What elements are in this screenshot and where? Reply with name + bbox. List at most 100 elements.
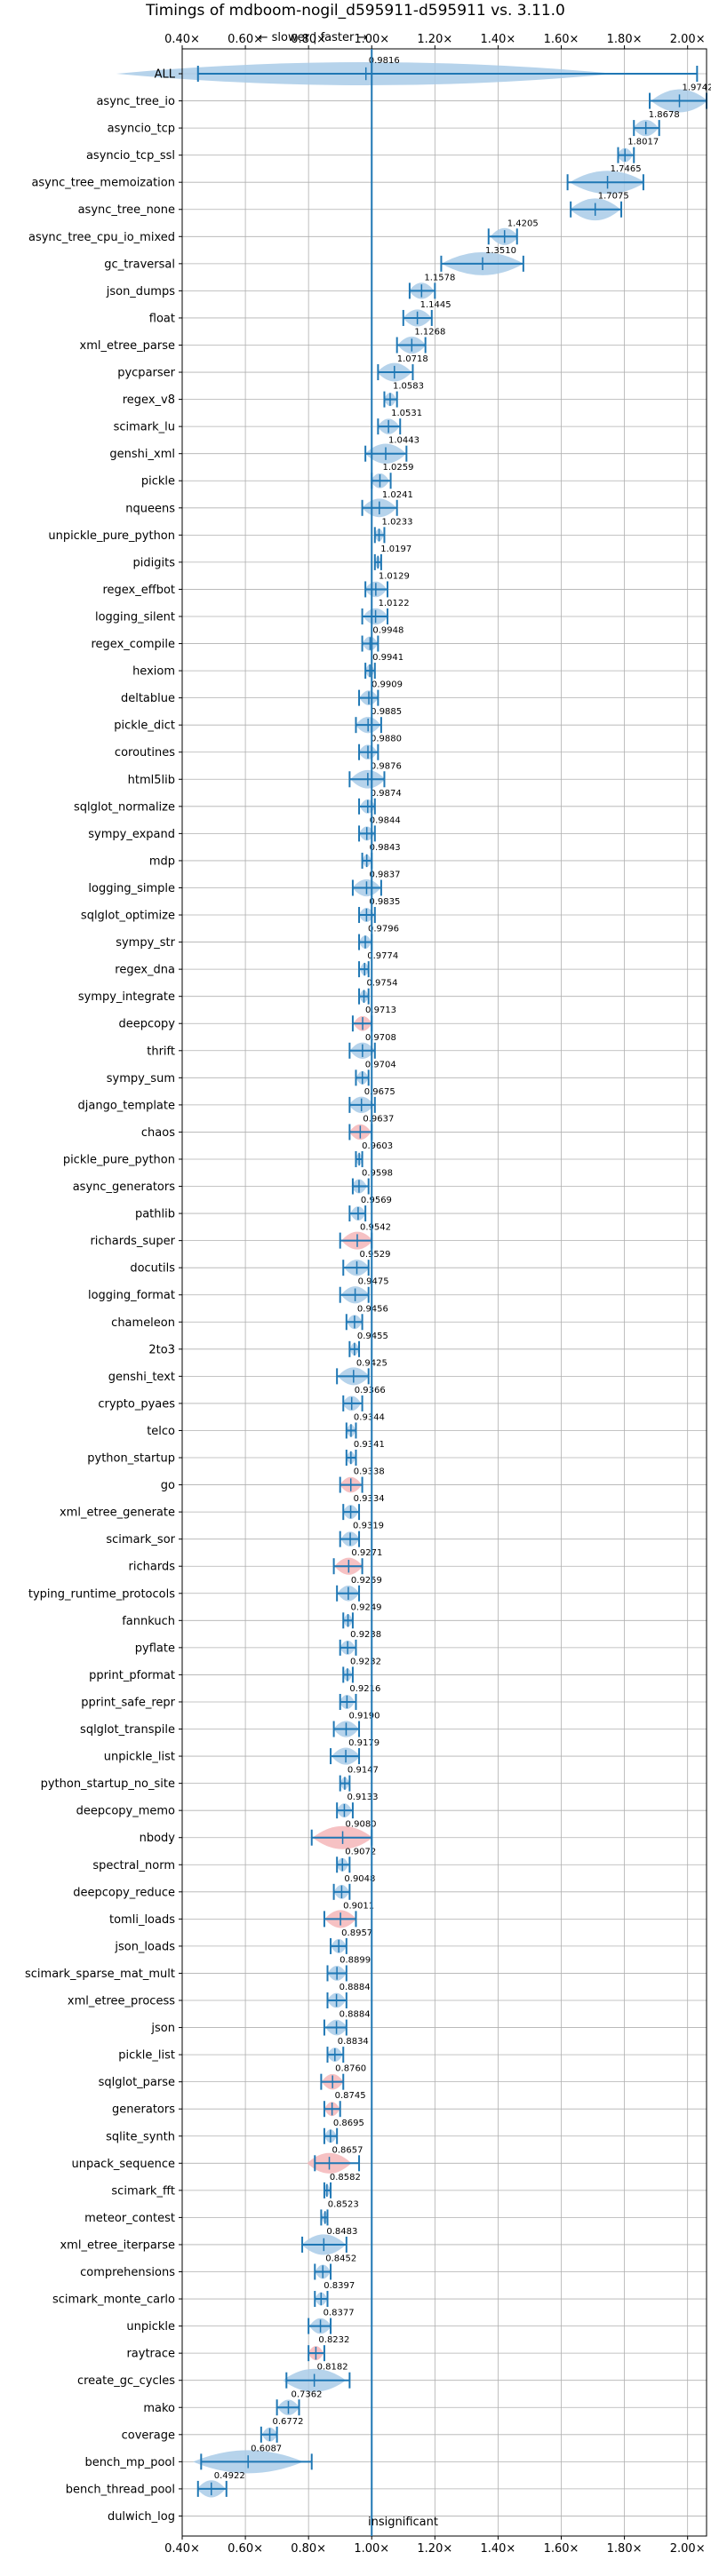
data-label: 0.9271	[351, 1548, 382, 1558]
y-tick-label: unpickle	[126, 2320, 175, 2334]
x-tick-label-top: 1.40×	[480, 33, 515, 46]
benchmark-mark: 0.9072	[336, 1847, 376, 1873]
y-tick-label: 2to3	[148, 1343, 175, 1356]
y-tick-label: hexiom	[132, 665, 175, 679]
data-label: 0.6087	[251, 2444, 282, 2453]
data-label: 0.9319	[353, 1522, 384, 1531]
y-tick-label: fannkuch	[122, 1615, 175, 1628]
y-tick-label: json	[150, 2022, 175, 2035]
benchmark-mark: 0.9909	[358, 680, 403, 706]
benchmark-mark: 0.9319	[339, 1522, 384, 1547]
data-label: 0.9238	[350, 1630, 381, 1640]
y-tick-label: pyflate	[135, 1642, 175, 1655]
data-label: 0.8884	[340, 2010, 371, 2020]
y-tick-label: pickle_pure_python	[63, 1153, 175, 1166]
benchmark-mark: 1.0122	[361, 599, 410, 625]
x-tick-label-bottom: 1.40×	[480, 2542, 515, 2556]
y-tick-label: bench_thread_pool	[66, 2483, 175, 2496]
y-tick-label: chameleon	[111, 1316, 175, 1330]
data-label: 1.0583	[393, 382, 424, 392]
benchmark-mark: 0.9271	[332, 1548, 382, 1575]
y-tick-label: regex_effbot	[102, 584, 175, 597]
y-tick-label: scimark_sor	[106, 1533, 175, 1546]
benchmark-mark: 0.9455	[348, 1332, 388, 1357]
benchmark-mark: 0.9425	[336, 1358, 387, 1386]
y-tick-label: unpickle_pure_python	[48, 529, 175, 543]
benchmark-mark: 1.1578	[408, 273, 455, 299]
data-label: 1.0233	[382, 517, 413, 527]
benchmark-mark: 0.8232	[308, 2335, 349, 2362]
benchmark-marks: 0.9816 1.9742 1.8678 1.8017 1.7465 1.7075 1.42…	[116, 56, 711, 2498]
y-tick-label: scimark_lu	[114, 421, 175, 434]
benchmark-mark: 0.9713	[351, 1006, 396, 1032]
data-label: 0.9941	[372, 653, 403, 663]
y-tick-label: float	[149, 312, 175, 325]
benchmark-mark: 1.0233	[373, 517, 413, 544]
y-tick-label: coverage	[122, 2429, 175, 2442]
benchmark-mark: 0.9569	[348, 1196, 392, 1222]
data-label: 0.9874	[371, 789, 402, 799]
data-label: 0.9675	[364, 1087, 395, 1097]
benchmark-mark: 1.1268	[395, 327, 445, 354]
y-tick-label: chaos	[141, 1126, 175, 1140]
benchmark-mark: 0.8760	[320, 2064, 366, 2090]
y-tick-label: scimark_monte_carlo	[52, 2294, 175, 2307]
benchmark-mark: 0.9704	[355, 1060, 396, 1086]
x-tick-label-bottom: 1.20×	[417, 2542, 452, 2556]
y-tick-label: regex_v8	[123, 394, 175, 407]
data-label: 0.9880	[371, 735, 402, 744]
y-tick-label: pathlib	[135, 1208, 175, 1221]
x-tick-label-bottom: 1.60×	[544, 2542, 579, 2556]
y-tick-label: genshi_xml	[109, 448, 175, 461]
data-label: 0.9344	[354, 1412, 385, 1422]
y-tick-label: logging_simple	[88, 882, 175, 895]
benchmark-mark: 0.9542	[339, 1223, 391, 1250]
data-label: 1.0718	[397, 354, 428, 364]
benchmark-mark: 1.0241	[361, 490, 413, 518]
benchmark-mark: 0.9880	[358, 735, 402, 760]
y-tick-label: nqueens	[125, 502, 175, 515]
data-label: 0.9529	[360, 1250, 391, 1260]
y-tick-label: xml_etree_process	[68, 1995, 175, 2008]
data-label: 0.9190	[348, 1712, 379, 1721]
y-tick-label: thrift	[147, 1045, 175, 1058]
benchmark-mark: 0.9238	[339, 1630, 381, 1656]
benchmark-mark: 1.9742	[649, 83, 711, 113]
y-tick-label: unpickle_list	[104, 1751, 175, 1764]
data-label: 0.9754	[367, 979, 398, 989]
benchmark-mark: 0.9341	[345, 1440, 385, 1467]
data-label: 1.1445	[420, 300, 451, 310]
data-label: 1.8678	[649, 110, 680, 120]
data-label: 0.8377	[324, 2309, 355, 2318]
benchmark-mark: 0.9190	[332, 1712, 379, 1737]
y-tick-label: nbody	[140, 1832, 176, 1845]
benchmark-mark: 0.8182	[283, 2363, 351, 2392]
data-label: 0.9147	[348, 1766, 379, 1776]
data-label: 0.9259	[351, 1576, 382, 1586]
y-tick-label: xml_etree_parse	[80, 339, 175, 353]
benchmark-mark: 0.8884	[323, 2010, 371, 2036]
benchmark-mark: 1.0718	[377, 354, 428, 382]
data-label: 0.9637	[363, 1114, 394, 1124]
benchmark-mark: 0.9754	[358, 979, 398, 1005]
y-tick-label: async_tree_memoization	[31, 177, 175, 190]
y-tick-label: logging_silent	[95, 610, 175, 624]
data-label: 0.9835	[369, 897, 400, 907]
benchmark-mark: 0.9133	[336, 1793, 378, 1819]
data-label: 0.8657	[332, 2145, 363, 2155]
benchmark-mark: 1.0197	[373, 545, 411, 570]
data-label: 1.3510	[485, 246, 516, 256]
benchmark-mark: 1.1445	[402, 300, 451, 327]
data-label: 1.7465	[611, 164, 642, 174]
y-tick-label: richards	[129, 1561, 176, 1574]
benchmark-mark: 0.8899	[326, 1955, 371, 1982]
data-label: 0.9603	[362, 1141, 393, 1151]
data-label: 0.8182	[317, 2363, 348, 2373]
data-label: 0.8745	[335, 2091, 366, 2101]
y-tick-label: async_tree_cpu_io_mixed	[28, 231, 175, 244]
y-tick-label: async_tree_none	[78, 203, 175, 217]
y-tick-label: gc_traversal	[104, 258, 175, 271]
data-label: 0.9341	[354, 1440, 385, 1450]
benchmark-mark: 0.9334	[342, 1494, 385, 1521]
